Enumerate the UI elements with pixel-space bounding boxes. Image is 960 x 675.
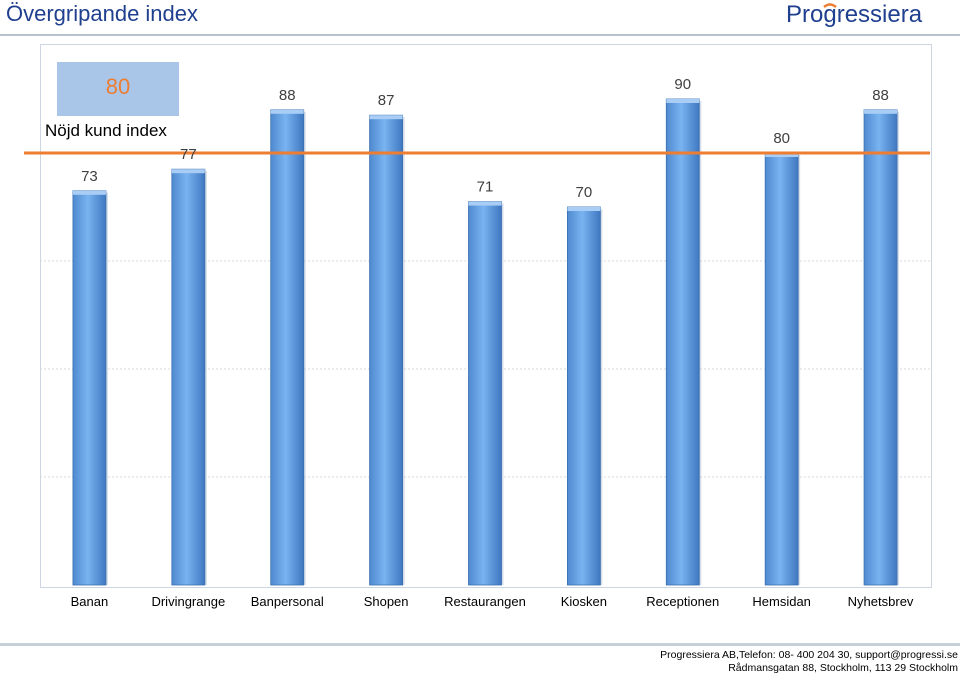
data-label: 90 <box>674 76 691 93</box>
category-label: Drivingrange <box>151 594 225 609</box>
data-label: 77 <box>180 146 197 163</box>
data-label: 88 <box>872 87 889 104</box>
category-label: Receptionen <box>646 594 719 609</box>
bar-restaurangen <box>468 201 502 586</box>
bar-banpersonal <box>270 109 305 586</box>
logo-arc-icon <box>823 3 837 9</box>
bar-shopen <box>369 114 404 586</box>
data-label: 73 <box>81 168 98 185</box>
data-label: 87 <box>378 92 395 109</box>
bar-cap <box>468 201 502 206</box>
index-box <box>57 62 179 116</box>
category-label: Banpersonal <box>251 594 324 609</box>
bar-cap <box>864 109 898 114</box>
bar-cap <box>270 109 304 114</box>
bar-cap <box>666 99 700 103</box>
footer: Progressiera AB,Telefon: 08- 400 204 30,… <box>660 649 958 675</box>
category-label: Banan <box>71 594 109 609</box>
footer-divider <box>0 643 960 646</box>
index-value: 80 <box>105 74 131 99</box>
bar-cap <box>72 190 106 195</box>
index-label: Nöjd kund index <box>45 121 167 140</box>
bar-drivingrange <box>171 168 206 586</box>
footer-contact: Progressiera AB,Telefon: 08- 400 204 30,… <box>660 649 958 661</box>
bar-cap <box>369 115 403 120</box>
category-label: Hemsidan <box>752 594 811 609</box>
bar-receptionen <box>665 98 700 586</box>
category-label: Shopen <box>364 594 409 609</box>
data-label: 70 <box>576 184 593 201</box>
data-label: 71 <box>477 179 494 196</box>
category-label: Restaurangen <box>444 594 526 609</box>
data-label: 88 <box>279 87 296 104</box>
progressiera-logo: Progressiera <box>786 0 946 37</box>
category-label: Kiosken <box>561 594 607 609</box>
category-label: Nyhetsbrev <box>848 594 914 609</box>
bar-hemsidan <box>764 152 799 586</box>
bar-kiosken <box>566 206 601 586</box>
page-title: Övergripande index <box>6 1 199 26</box>
logo-text: Progressiera <box>786 1 923 28</box>
data-label: 80 <box>773 130 790 147</box>
bar-nyhetsbrev <box>863 109 898 586</box>
bar-cap <box>567 207 601 211</box>
bar-cap <box>765 153 799 157</box>
footer-address: Rådmansgatan 88, Stockholm, 113 29 Stock… <box>728 662 958 674</box>
bar-cap <box>171 169 205 174</box>
header-divider <box>0 34 960 36</box>
bar-banan <box>72 190 107 586</box>
